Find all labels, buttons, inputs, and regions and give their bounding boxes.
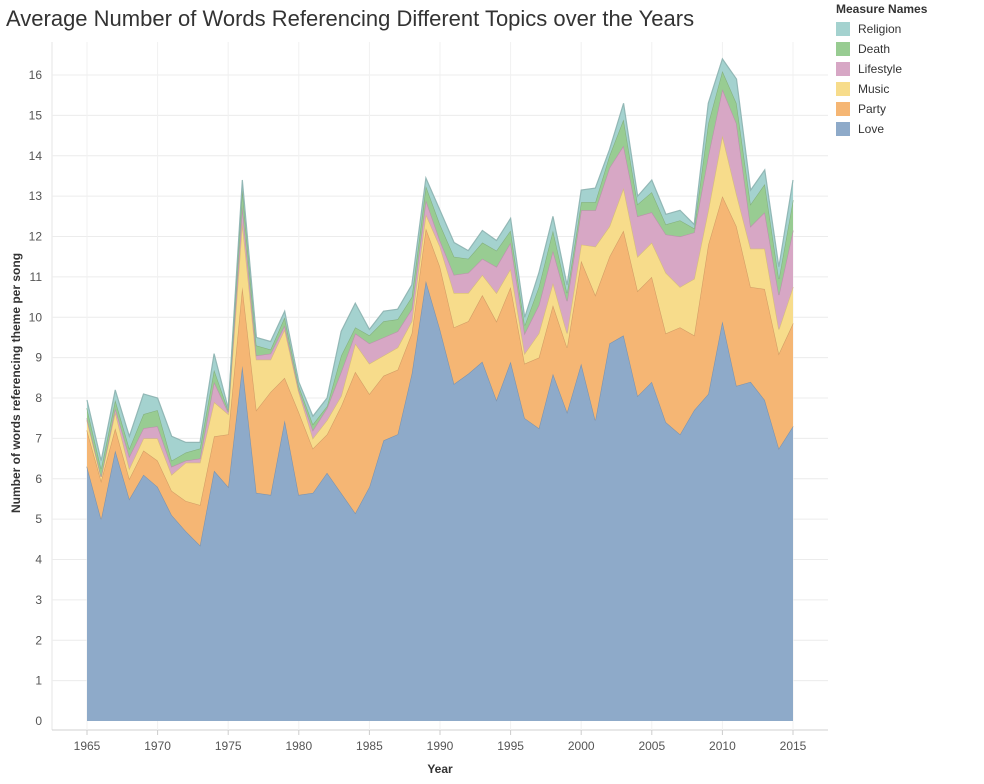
y-tick-label: 13 — [29, 189, 43, 203]
legend-swatch — [836, 122, 850, 136]
y-tick-label: 2 — [35, 633, 42, 647]
legend-item-party: Party — [836, 99, 976, 119]
y-tick-label: 1 — [35, 674, 42, 688]
area-love — [87, 280, 793, 721]
x-tick-label: 1985 — [356, 739, 383, 753]
area-music — [87, 135, 793, 505]
y-tick-label: 7 — [35, 431, 42, 445]
x-tick-label: 2005 — [638, 739, 665, 753]
legend-label: Music — [858, 82, 890, 96]
y-tick-label: 8 — [35, 391, 42, 405]
area-lifestyle — [87, 89, 793, 477]
legend-swatch — [836, 82, 850, 96]
legend: Measure Names Religion Death Lifestyle Musi… — [836, 2, 976, 139]
legend-swatch — [836, 42, 850, 56]
x-tick-label: 1975 — [215, 739, 242, 753]
x-tick-label: 1980 — [285, 739, 312, 753]
chart-title: Average Number of Words Referencing Diff… — [6, 6, 695, 31]
y-tick-label: 12 — [29, 230, 43, 244]
y-tick-label: 3 — [35, 593, 42, 607]
legend-swatch — [836, 22, 850, 36]
legend-label: Party — [858, 102, 887, 116]
x-tick-label: 1965 — [74, 739, 101, 753]
legend-items: Religion Death Lifestyle Music Party Love — [836, 19, 976, 139]
y-tick-label: 15 — [29, 108, 43, 122]
area-party — [87, 196, 793, 546]
y-tick-label: 6 — [35, 472, 42, 486]
y-tick-label: 5 — [35, 512, 42, 526]
legend-swatch — [836, 62, 850, 76]
y-tick-label: 9 — [35, 351, 42, 365]
legend-label: Religion — [858, 22, 902, 36]
legend-item-death: Death — [836, 39, 976, 59]
area-edge-religion — [86, 57, 794, 461]
y-axis-title: Number of words referencing theme per so… — [9, 253, 23, 513]
x-tick-label: 1970 — [144, 739, 171, 753]
legend-item-love: Love — [836, 119, 976, 139]
legend-swatch — [836, 102, 850, 116]
legend-label: Love — [858, 122, 885, 136]
y-tick-label: 16 — [29, 68, 43, 82]
legend-label: Death — [858, 42, 891, 56]
x-tick-label: 1995 — [497, 739, 524, 753]
x-axis-title: Year — [427, 762, 453, 776]
x-tick-label: 2015 — [780, 739, 807, 753]
legend-item-music: Music — [836, 79, 976, 99]
y-tick-label: 11 — [30, 270, 43, 284]
x-tick-label: 1990 — [427, 739, 454, 753]
y-tick-label: 4 — [35, 553, 42, 567]
legend-item-lifestyle: Lifestyle — [836, 59, 976, 79]
x-tick-label: 2000 — [568, 739, 595, 753]
legend-title: Measure Names — [836, 2, 928, 16]
x-tick-label: 2010 — [709, 739, 736, 753]
y-tick-label: 10 — [29, 310, 43, 324]
y-tick-label: 14 — [29, 149, 43, 163]
y-tick-label: 0 — [35, 714, 42, 728]
legend-label: Lifestyle — [858, 62, 903, 76]
legend-item-religion: Religion — [836, 19, 976, 39]
